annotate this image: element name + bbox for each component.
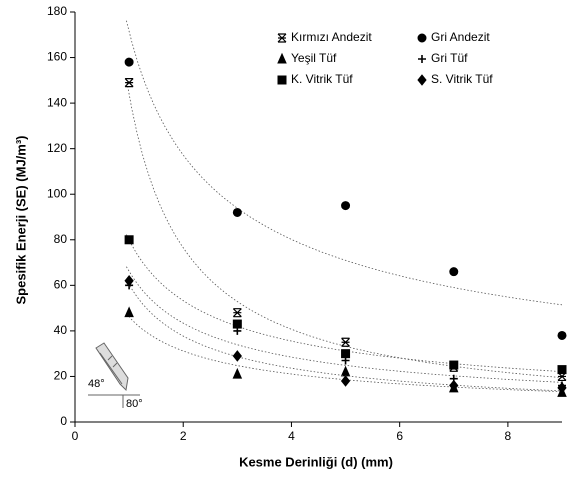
legend-label: Kırmızı Andezit (291, 30, 372, 44)
y-tick-label: 20 (54, 369, 68, 383)
data-point (232, 367, 243, 379)
x-axis-label: Kesme Derinliği (d) (mm) (239, 454, 393, 469)
x-tick-label: 6 (396, 429, 403, 443)
data-point (341, 201, 351, 211)
trend-line (126, 313, 563, 393)
legend-marker (277, 75, 287, 85)
data-point (232, 308, 242, 318)
legend-label: Gri Andezit (431, 30, 490, 44)
tool-icon (88, 342, 140, 408)
legend-label: Yeşil Tüf (291, 51, 337, 65)
legend-marker (277, 33, 287, 43)
trend-line (126, 20, 563, 306)
legend-label: K. Vitrik Tüf (291, 72, 353, 86)
y-tick-label: 100 (47, 186, 67, 200)
data-point (124, 57, 134, 67)
y-tick-label: 140 (47, 95, 67, 109)
x-tick-label: 8 (505, 429, 512, 443)
data-point (232, 319, 242, 329)
data-point (124, 235, 134, 245)
data-point (340, 375, 351, 387)
data-point (557, 330, 567, 340)
data-point (557, 371, 567, 382)
trend-line (126, 266, 563, 383)
y-tick-label: 180 (47, 4, 67, 18)
data-point (341, 349, 351, 359)
trend-line (126, 279, 563, 392)
data-point (449, 360, 459, 370)
y-tick-label: 0 (60, 414, 67, 428)
x-tick-label: 2 (180, 429, 187, 443)
y-tick-label: 160 (47, 50, 67, 64)
y-axis-label: Spesifik Enerji (SE) (MJ/m³) (13, 135, 28, 304)
y-tick-label: 120 (47, 141, 67, 155)
x-tick-label: 4 (288, 429, 295, 443)
data-point (124, 306, 134, 318)
trend-line (126, 79, 563, 379)
angle-label: 48° (88, 378, 105, 390)
legend-marker (417, 74, 427, 86)
y-tick-label: 80 (54, 232, 68, 246)
x-tick-label: 0 (72, 429, 79, 443)
legend-marker (418, 55, 426, 63)
legend-label: S. Vitrik Tüf (431, 72, 493, 86)
legend-label: Gri Tüf (431, 51, 468, 65)
data-point (340, 365, 351, 377)
legend-marker (277, 52, 287, 64)
data-point (124, 274, 134, 287)
data-point (341, 337, 350, 347)
y-tick-label: 60 (54, 278, 68, 292)
legend-marker (417, 33, 427, 43)
angle-label: 80° (126, 398, 143, 410)
data-point (557, 365, 567, 375)
data-point (449, 379, 459, 392)
data-point (557, 382, 567, 394)
data-point (232, 350, 242, 362)
data-point (124, 78, 134, 88)
data-point (449, 267, 459, 277)
y-tick-label: 40 (54, 323, 68, 337)
data-point (232, 207, 242, 217)
